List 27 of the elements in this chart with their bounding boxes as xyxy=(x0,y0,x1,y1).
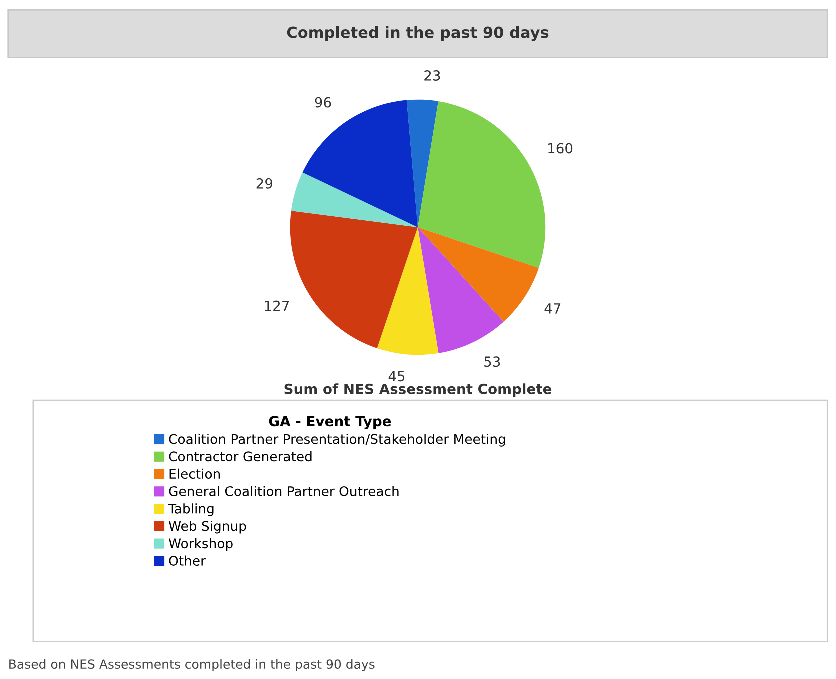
legend-label: Election xyxy=(170,468,220,480)
pie-slice xyxy=(418,227,504,354)
legend-label: General Coalition Partner Outreach xyxy=(169,486,399,496)
data-label: 23 xyxy=(424,70,440,81)
data-label: 47 xyxy=(544,304,561,314)
data-label: 53 xyxy=(484,356,500,368)
data-label: 160 xyxy=(548,143,573,154)
chart-title: Completed in the past 90 days xyxy=(287,26,549,42)
text: Sum of NES Assessment Complete xyxy=(284,384,552,398)
data-label: 45 xyxy=(388,371,405,382)
pie-slice xyxy=(418,227,539,322)
legend-label: Contractor Generated xyxy=(169,451,312,462)
data-label: 96 xyxy=(315,97,332,108)
pie-slice xyxy=(291,172,418,228)
pie-slice xyxy=(418,101,546,268)
pie-slice xyxy=(377,227,439,356)
data-label: 29 xyxy=(256,178,273,189)
legend-label: Coalition Partner Presentation/Stakeholder Meeting xyxy=(169,434,506,447)
legend-label: Web Signup xyxy=(168,520,246,534)
pie-slice xyxy=(406,100,439,228)
data-label: 127 xyxy=(265,300,290,312)
legend-title: GA - Event Type xyxy=(269,416,392,430)
pie-slice xyxy=(290,210,418,348)
legend-label: Workshop xyxy=(168,538,233,552)
legend-label: Tabling xyxy=(168,504,214,516)
legend-label: Other xyxy=(169,556,206,566)
text: Based on NES Assessments completed in the past 90 days xyxy=(10,659,375,672)
